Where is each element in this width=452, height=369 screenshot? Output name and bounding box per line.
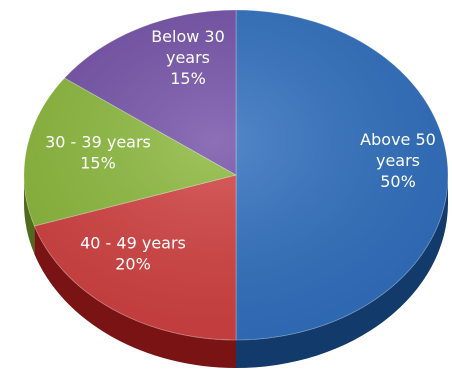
slice-label: 30 - 39 years 15% xyxy=(45,133,151,173)
slice-label: 40 - 49 years 20% xyxy=(80,234,186,274)
slice-side-2 xyxy=(24,175,35,254)
slice-side-1 xyxy=(34,225,236,368)
slice-labels: Above 50 years 50% 40 - 49 years 20% 30 - 39 … xyxy=(45,27,436,274)
pie-slices xyxy=(23,9,449,341)
pie-depth xyxy=(24,175,448,368)
slice-side-0 xyxy=(236,175,448,368)
slice-label: Below 30 years 15% xyxy=(151,27,225,88)
slice-label: Above 50 years 50% xyxy=(360,130,436,191)
pie-shine xyxy=(24,10,448,340)
